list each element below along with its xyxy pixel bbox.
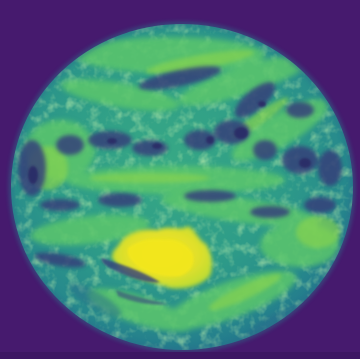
bottom-edge-strip (0, 352, 360, 359)
australia-landmass (101, 226, 213, 305)
